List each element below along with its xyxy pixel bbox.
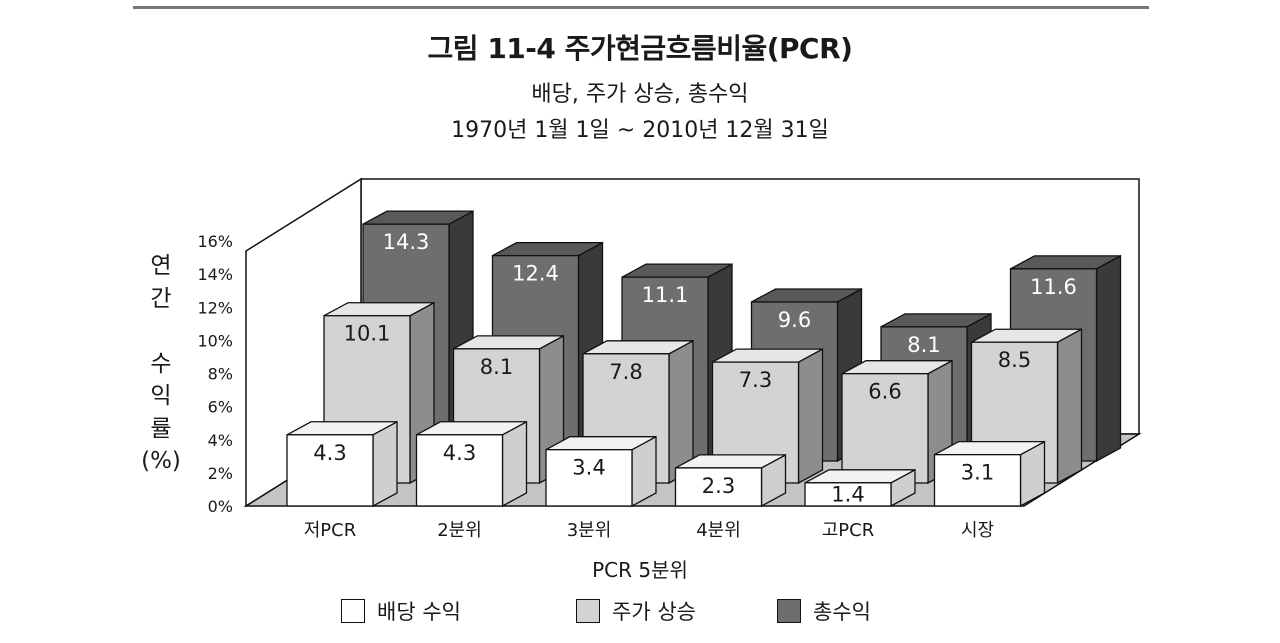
data-label-price: 8.5 bbox=[998, 348, 1031, 372]
y-tick-label: 4% bbox=[208, 431, 233, 450]
bar-dividend bbox=[674, 467, 763, 507]
y-axis-label-line: 연 bbox=[150, 253, 172, 279]
y-tick-label: 14% bbox=[197, 265, 233, 284]
data-label-total: 8.1 bbox=[907, 333, 940, 357]
y-tick-label: 2% bbox=[208, 464, 233, 483]
x-tick-label: 시장 bbox=[961, 520, 994, 541]
data-label-dividend: 2.3 bbox=[702, 474, 735, 498]
y-tick-label: 10% bbox=[197, 331, 233, 350]
x-tick-label: 저PCR bbox=[304, 520, 357, 541]
data-label-total: 14.3 bbox=[383, 230, 430, 254]
data-label-dividend: 3.4 bbox=[572, 456, 605, 480]
legend-label-dividend: 배당 수익 bbox=[377, 600, 461, 624]
chart-date-range: 1970년 1월 1일 ~ 2010년 12월 31일 bbox=[451, 118, 829, 143]
data-label-total: 11.6 bbox=[1030, 275, 1077, 299]
data-label-total: 11.1 bbox=[642, 283, 689, 307]
data-label-price: 7.3 bbox=[739, 368, 772, 392]
data-label-dividend: 4.3 bbox=[313, 441, 346, 465]
x-tick-label: 2분위 bbox=[437, 520, 482, 541]
bar-dividend bbox=[415, 434, 504, 507]
y-tick-label: 16% bbox=[197, 232, 233, 251]
bar-side-total bbox=[1095, 254, 1122, 463]
bar-dividend bbox=[286, 434, 374, 507]
data-label-price: 7.8 bbox=[609, 360, 642, 384]
y-tick-label: 0% bbox=[208, 497, 233, 516]
data-label-dividend: 4.3 bbox=[443, 441, 476, 465]
legend: 배당 수익 주가 상승 총수익 bbox=[0, 594, 1280, 628]
data-label-total: 12.4 bbox=[512, 262, 559, 286]
x-axis-label: PCR 5분위 bbox=[592, 558, 688, 582]
data-label-price: 8.1 bbox=[480, 355, 513, 379]
chart-title: 그림 11-4 주가현금흐름비율(PCR) bbox=[427, 32, 853, 65]
legend-item-total: 총수익 bbox=[777, 594, 871, 628]
x-tick-label: 고PCR bbox=[822, 520, 875, 541]
bar-price bbox=[841, 373, 929, 484]
y-tick-label: 6% bbox=[208, 398, 233, 417]
chart-subtitle: 배당, 주가 상승, 총수익 bbox=[531, 82, 749, 107]
legend-label-price: 주가 상승 bbox=[612, 600, 696, 624]
legend-swatch-total bbox=[777, 599, 801, 623]
legend-item-dividend: 배당 수익 bbox=[341, 594, 461, 628]
legend-swatch-price bbox=[576, 599, 600, 623]
bar-dividend bbox=[804, 482, 892, 507]
bar-dividend bbox=[545, 449, 633, 507]
data-label-total: 9.6 bbox=[778, 308, 811, 332]
legend-label-total: 총수익 bbox=[813, 600, 871, 624]
y-axis-label-line: 간 bbox=[150, 285, 172, 312]
data-label-price: 6.6 bbox=[868, 380, 901, 404]
top-rule bbox=[133, 6, 1149, 9]
y-axis-label: 연 간 수 익 률 (%) bbox=[138, 250, 184, 478]
y-tick-label: 12% bbox=[197, 298, 233, 317]
x-tick-label: 4분위 bbox=[696, 520, 741, 541]
y-tick-label: 8% bbox=[208, 365, 233, 384]
data-label-dividend: 1.4 bbox=[831, 482, 864, 506]
y-axis-label-line: 수 bbox=[150, 350, 172, 377]
y-axis-label-line bbox=[138, 315, 184, 348]
bar-side-dividend bbox=[372, 420, 398, 508]
data-label-price: 10.1 bbox=[344, 322, 391, 346]
bar-side-dividend bbox=[501, 420, 528, 508]
y-axis-label-line: 익 bbox=[150, 383, 172, 409]
legend-item-price: 주가 상승 bbox=[576, 594, 696, 628]
bar-side-price bbox=[1056, 328, 1083, 485]
y-axis-label-line: (%) bbox=[141, 448, 181, 474]
bar-dividend bbox=[933, 454, 1022, 507]
legend-swatch-dividend bbox=[341, 599, 365, 623]
bar-side-price bbox=[797, 348, 824, 485]
x-tick-label: 3분위 bbox=[567, 520, 612, 541]
y-axis-label-line: 률 bbox=[150, 415, 172, 442]
data-label-dividend: 3.1 bbox=[961, 461, 994, 485]
